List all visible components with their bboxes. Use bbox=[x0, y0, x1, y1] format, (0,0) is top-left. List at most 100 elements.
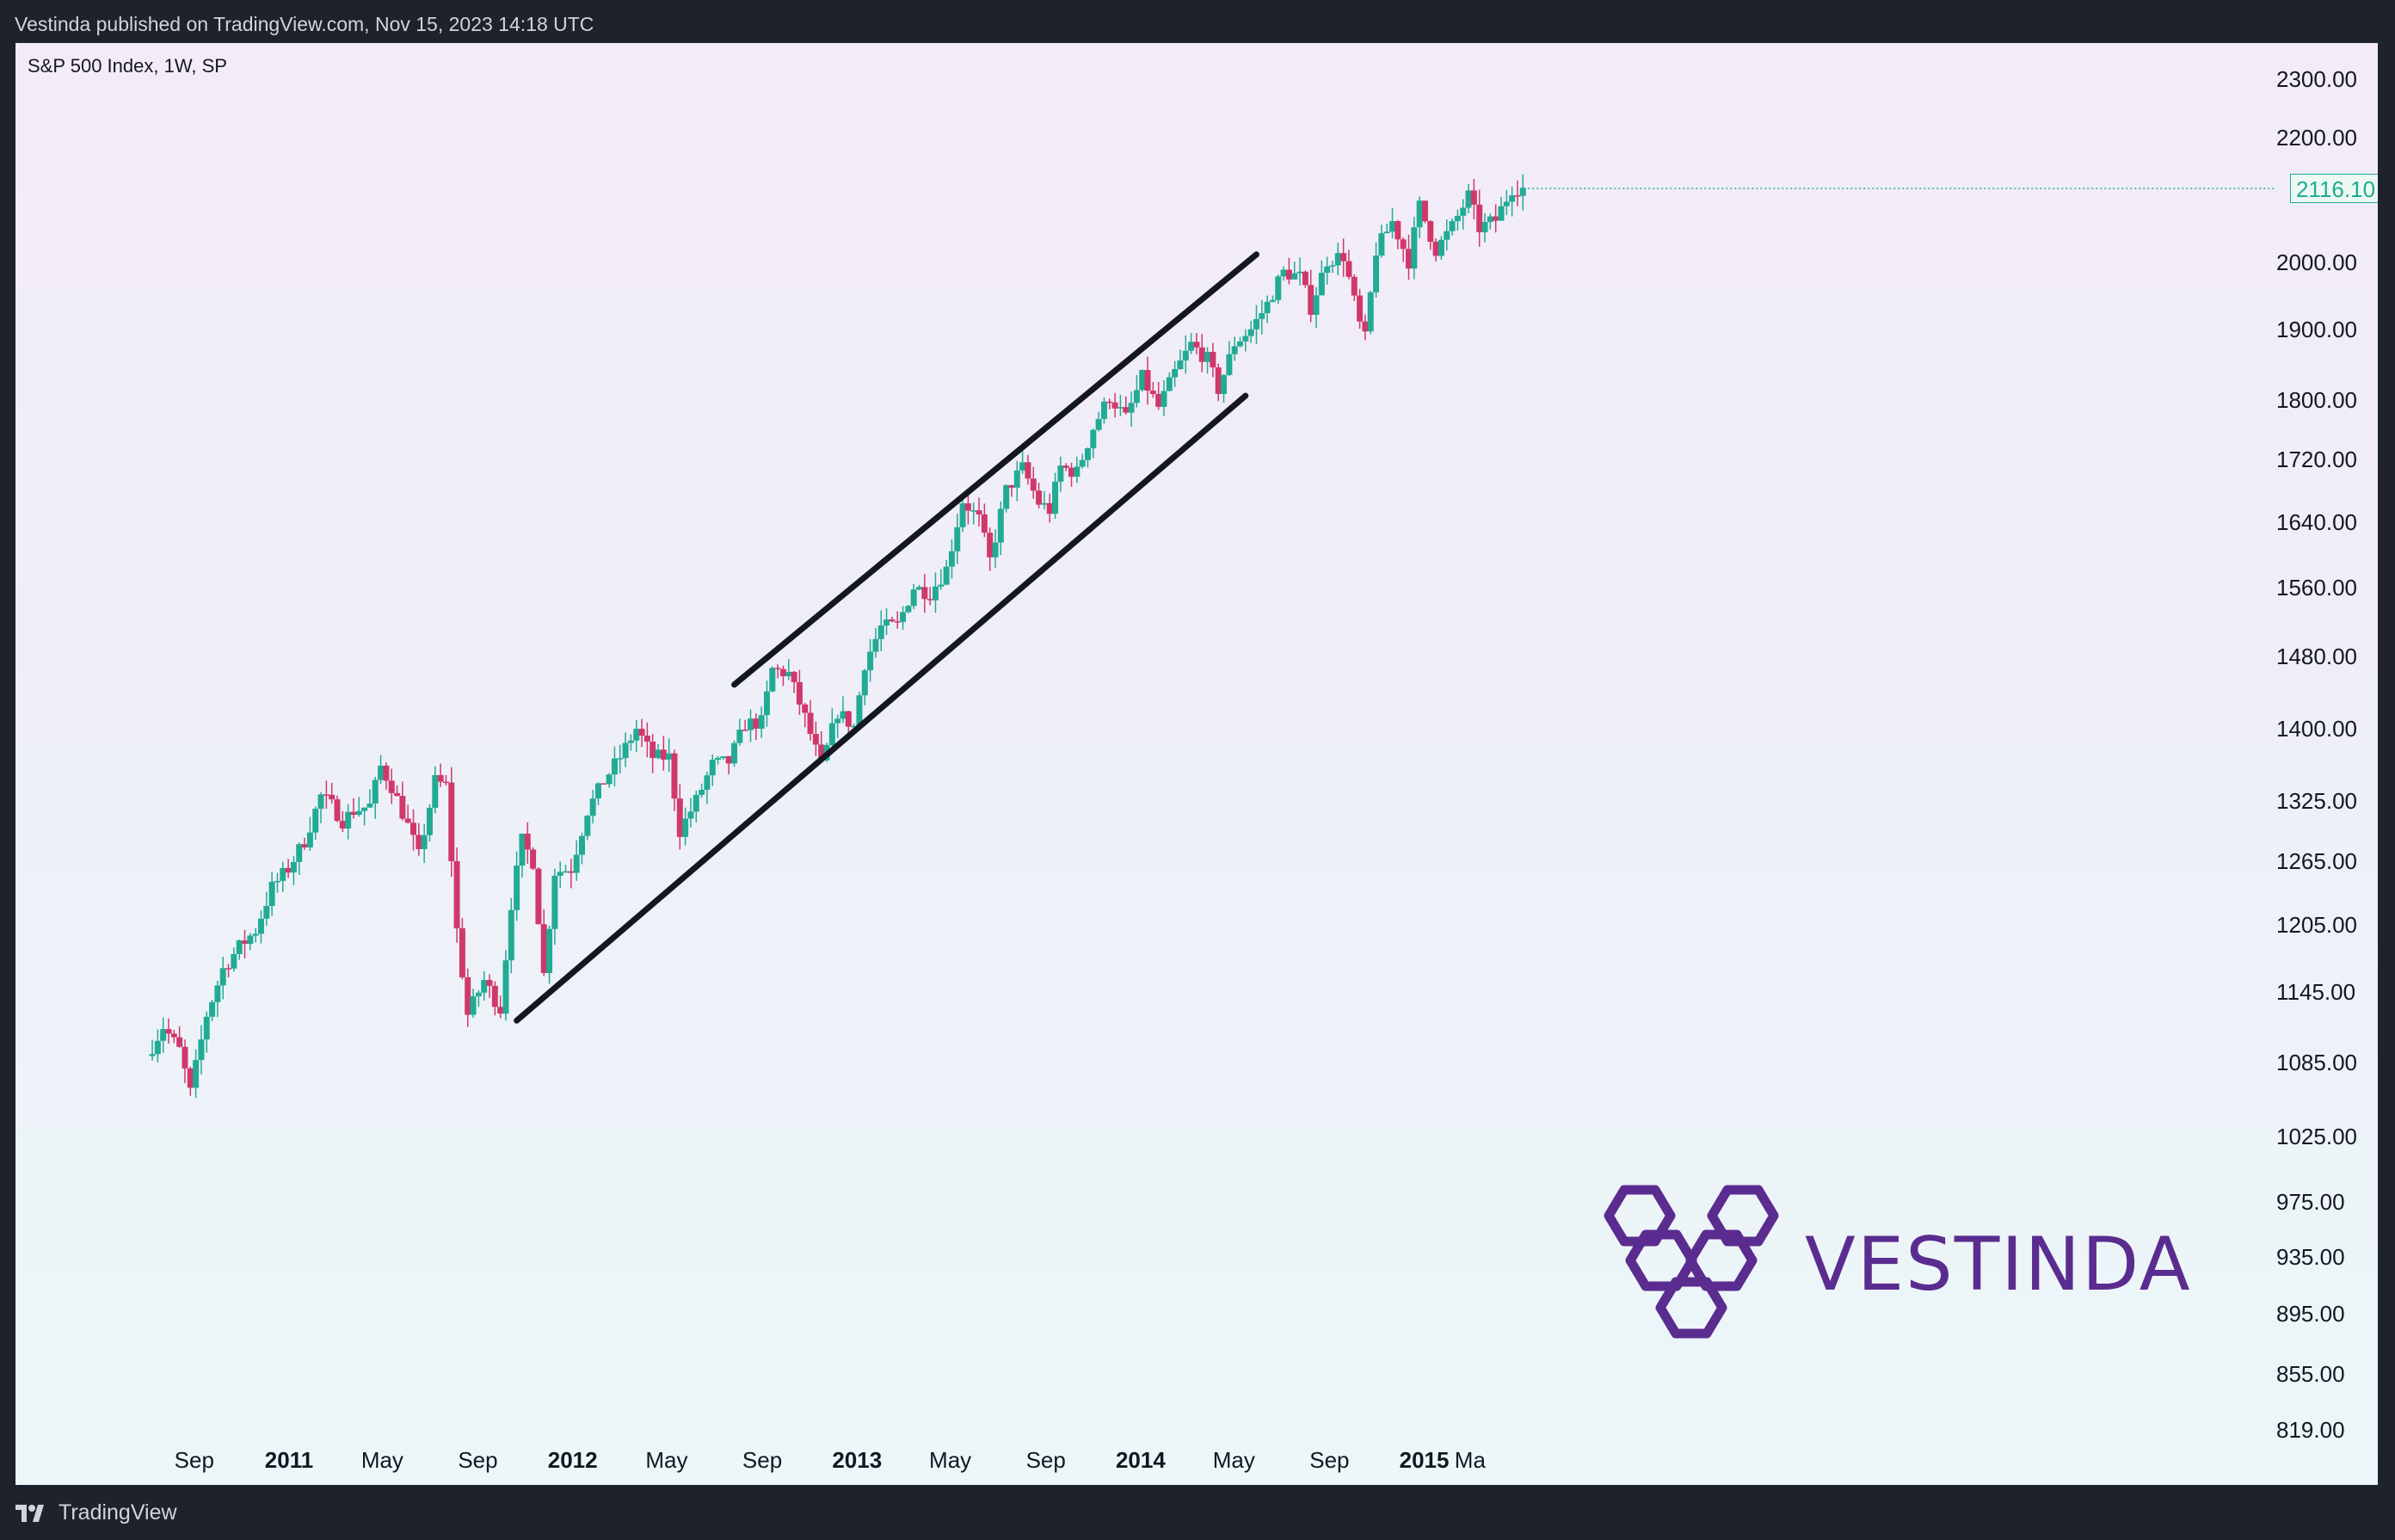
candle-body bbox=[1503, 201, 1510, 206]
candle-body bbox=[182, 1046, 188, 1069]
candle-body bbox=[290, 861, 297, 873]
candle-body bbox=[1149, 391, 1156, 394]
candle-body bbox=[900, 612, 907, 622]
candle-body bbox=[170, 1033, 177, 1038]
candle-body bbox=[1519, 188, 1526, 196]
candle-body bbox=[334, 799, 341, 822]
price-tick-label: 1640.00 bbox=[2276, 508, 2357, 535]
candle-body bbox=[617, 758, 624, 760]
tradingview-name: TradingView bbox=[58, 1500, 177, 1525]
time-tick-label: 2011 bbox=[264, 1447, 314, 1473]
candle-body bbox=[497, 1007, 504, 1014]
candle-body bbox=[650, 742, 656, 759]
candle-body bbox=[594, 783, 601, 799]
candle-body bbox=[1406, 249, 1413, 269]
candle-body bbox=[638, 729, 645, 736]
candle-body bbox=[410, 822, 417, 835]
candle-body bbox=[964, 503, 971, 511]
candle-body bbox=[1308, 285, 1314, 315]
candle-body bbox=[1030, 478, 1037, 491]
candle-body bbox=[453, 860, 460, 928]
candle-body bbox=[209, 1001, 216, 1017]
candle-body bbox=[219, 968, 226, 986]
candle-body bbox=[1324, 266, 1331, 274]
candle-body bbox=[1253, 318, 1259, 330]
candle-body bbox=[1509, 194, 1516, 202]
candle-body bbox=[834, 718, 841, 724]
candle-body bbox=[1100, 401, 1107, 420]
candle-body bbox=[1117, 407, 1124, 409]
candle-body bbox=[1340, 253, 1347, 262]
candle-body bbox=[687, 811, 694, 819]
candle-body bbox=[1062, 465, 1069, 468]
candle-body bbox=[193, 1060, 200, 1088]
candle-body bbox=[329, 794, 336, 800]
candle-body bbox=[769, 668, 776, 692]
candle-body bbox=[1411, 227, 1418, 269]
candle-body bbox=[1438, 239, 1444, 256]
vestinda-logo-icon bbox=[1604, 1185, 1779, 1339]
candle-body bbox=[426, 807, 433, 835]
candle-body bbox=[1177, 360, 1184, 370]
candle-body bbox=[970, 510, 977, 512]
candle-body bbox=[149, 1054, 156, 1056]
candle-body bbox=[1215, 367, 1222, 394]
price-tick-label: 935.00 bbox=[2276, 1243, 2345, 1270]
candle-body bbox=[257, 918, 264, 934]
candle-body bbox=[437, 774, 444, 782]
candle-body bbox=[203, 1016, 210, 1040]
candle-body bbox=[785, 671, 792, 677]
candle-body bbox=[676, 798, 683, 837]
tradingview-brand[interactable]: TradingView bbox=[15, 1500, 177, 1525]
candle-body bbox=[1351, 276, 1358, 296]
candle-body bbox=[361, 807, 368, 811]
candle-body bbox=[1313, 295, 1320, 315]
candle-body bbox=[987, 533, 994, 557]
candle-body bbox=[1204, 351, 1211, 362]
candle-body bbox=[301, 844, 308, 848]
candle-body bbox=[530, 849, 537, 869]
candles bbox=[149, 174, 1526, 1099]
candle-body bbox=[198, 1039, 205, 1061]
candle-body bbox=[997, 508, 1004, 543]
price-tick-label: 1480.00 bbox=[2276, 643, 2357, 669]
candle-body bbox=[1373, 256, 1380, 293]
candle-body bbox=[563, 871, 570, 873]
candle-body bbox=[573, 854, 580, 873]
candle-body bbox=[388, 780, 395, 793]
candle-body bbox=[758, 715, 765, 730]
candle-body bbox=[1128, 403, 1135, 413]
candle-body bbox=[432, 774, 439, 808]
candle-body bbox=[1123, 407, 1130, 413]
candle-body bbox=[877, 625, 884, 639]
candle-body bbox=[1329, 265, 1336, 267]
candle-body bbox=[1487, 216, 1493, 223]
time-tick-label: May bbox=[645, 1447, 688, 1473]
upper-channel-line bbox=[731, 251, 1259, 688]
candle-body bbox=[910, 589, 917, 607]
candle-body bbox=[1383, 231, 1390, 234]
candle-body bbox=[280, 867, 286, 881]
candle-body bbox=[1302, 271, 1308, 286]
candle-body bbox=[802, 704, 809, 713]
candle-body bbox=[317, 794, 324, 810]
candle-body bbox=[1357, 295, 1364, 322]
candle-body bbox=[1449, 221, 1456, 231]
candle-body bbox=[252, 933, 259, 936]
candle-body bbox=[1025, 462, 1031, 479]
candle-body bbox=[1139, 370, 1146, 391]
time-tick-label: Sep bbox=[458, 1447, 498, 1473]
candle-body bbox=[938, 584, 945, 587]
candle-body bbox=[1111, 402, 1118, 409]
candle-body bbox=[1133, 390, 1140, 403]
time-tick-label: 2012 bbox=[547, 1447, 598, 1473]
candle-body bbox=[828, 723, 835, 745]
candle-body bbox=[225, 968, 232, 970]
chart-area[interactable]: S&P 500 Index, 1W, SP 2300.00 2200.00 2000… bbox=[15, 43, 2378, 1485]
candle-body bbox=[154, 1040, 161, 1055]
candle-body bbox=[1378, 233, 1385, 256]
candle-body bbox=[1019, 462, 1026, 471]
candle-body bbox=[231, 953, 237, 969]
candle-body bbox=[236, 940, 243, 954]
price-tick-label: 1800.00 bbox=[2276, 387, 2357, 414]
